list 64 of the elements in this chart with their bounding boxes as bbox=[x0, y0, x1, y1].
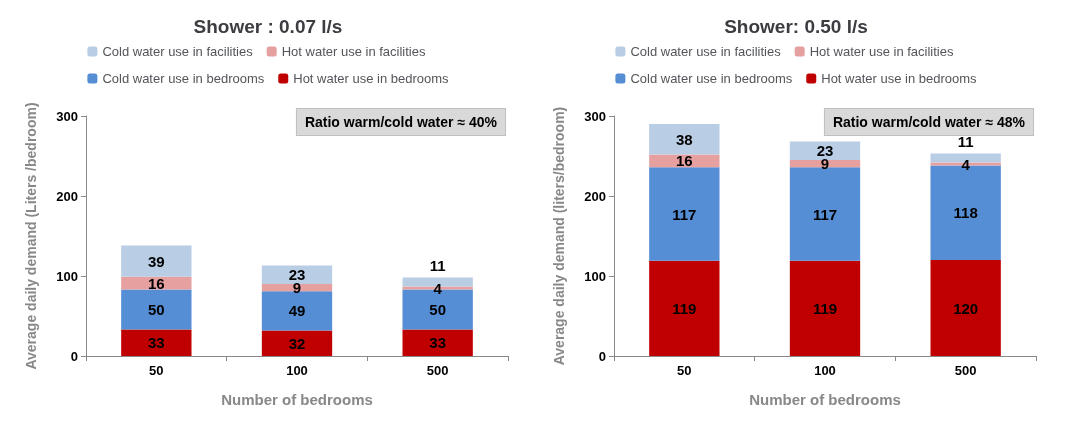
legend-label: Cold water use in facilities bbox=[630, 44, 782, 59]
data-label: 11 bbox=[957, 132, 974, 150]
bar bbox=[402, 329, 473, 356]
y-tick-label: 100 bbox=[56, 268, 78, 284]
bar bbox=[789, 260, 861, 356]
x-tick-label: 50 bbox=[149, 363, 164, 378]
y-tick-label: 200 bbox=[584, 188, 606, 204]
bar bbox=[261, 291, 333, 331]
data-label: 50 bbox=[429, 301, 447, 319]
legend-label: Hot water use in bedrooms bbox=[293, 71, 450, 86]
y-tick-label: 0 bbox=[70, 348, 78, 364]
x-tick-label: 50 bbox=[677, 363, 692, 378]
data-label: 117 bbox=[812, 205, 838, 223]
data-label: 117 bbox=[672, 205, 697, 223]
bar bbox=[649, 124, 720, 155]
data-label: 16 bbox=[147, 274, 165, 292]
data-label: 11 bbox=[429, 256, 446, 274]
legend-label: Cold water use in facilities bbox=[102, 44, 254, 59]
x-tick-label: 500 bbox=[954, 363, 977, 378]
data-label: 16 bbox=[675, 152, 693, 170]
x-tick-label: 100 bbox=[814, 363, 836, 378]
y-tick-label: 0 bbox=[598, 348, 606, 364]
bar bbox=[121, 245, 192, 277]
bar bbox=[261, 330, 333, 356]
data-label: 4 bbox=[433, 279, 443, 297]
bar bbox=[649, 154, 720, 168]
chart-title: Shower : 0.07 l/s bbox=[193, 16, 343, 37]
y-tick-label: 300 bbox=[56, 108, 78, 124]
legend-label: Hot water use in facilities bbox=[809, 44, 954, 59]
data-label: 33 bbox=[429, 334, 447, 352]
legend-label: Hot water use in bedrooms bbox=[821, 71, 978, 86]
data-label: 118 bbox=[953, 204, 978, 222]
data-label: 38 bbox=[675, 130, 693, 148]
x-axis-title: Number of bedrooms bbox=[221, 391, 373, 408]
chart-title: Shower: 0.50 l/s bbox=[724, 16, 868, 37]
legend-label: Cold water use in bedrooms bbox=[102, 71, 265, 86]
bar bbox=[121, 289, 192, 330]
y-tick-label: 100 bbox=[584, 268, 606, 284]
data-label: 119 bbox=[812, 299, 838, 317]
data-label: 33 bbox=[147, 334, 165, 352]
bar bbox=[121, 329, 192, 356]
y-axis-title: Average daily demand (liters/bedroom) bbox=[551, 106, 567, 366]
data-label: 120 bbox=[953, 299, 979, 317]
bar bbox=[649, 167, 720, 261]
data-label: 49 bbox=[288, 302, 306, 320]
data-label: 39 bbox=[147, 252, 165, 270]
data-label: 4 bbox=[961, 155, 971, 173]
bar bbox=[121, 276, 192, 290]
y-tick-label: 200 bbox=[56, 188, 78, 204]
bar bbox=[789, 167, 861, 261]
annotation: Ratio warm/cold water ≈ 40% bbox=[304, 114, 498, 130]
y-axis-title: Average daily demand (Liters /bedroom) bbox=[23, 102, 39, 370]
y-tick-label: 300 bbox=[584, 108, 606, 124]
annotation: Ratio warm/cold water ≈ 48% bbox=[832, 114, 1026, 130]
bar bbox=[649, 260, 720, 356]
legend-label: Hot water use in facilities bbox=[281, 44, 426, 59]
x-axis-title: Number of bedrooms bbox=[749, 391, 901, 408]
x-tick-label: 100 bbox=[286, 363, 308, 378]
data-label: 119 bbox=[672, 299, 697, 317]
legend-label: Cold water use in bedrooms bbox=[630, 71, 793, 86]
data-label: 50 bbox=[147, 301, 165, 319]
x-tick-label: 500 bbox=[426, 363, 449, 378]
data-label: 32 bbox=[288, 334, 306, 352]
bar bbox=[930, 260, 1001, 356]
